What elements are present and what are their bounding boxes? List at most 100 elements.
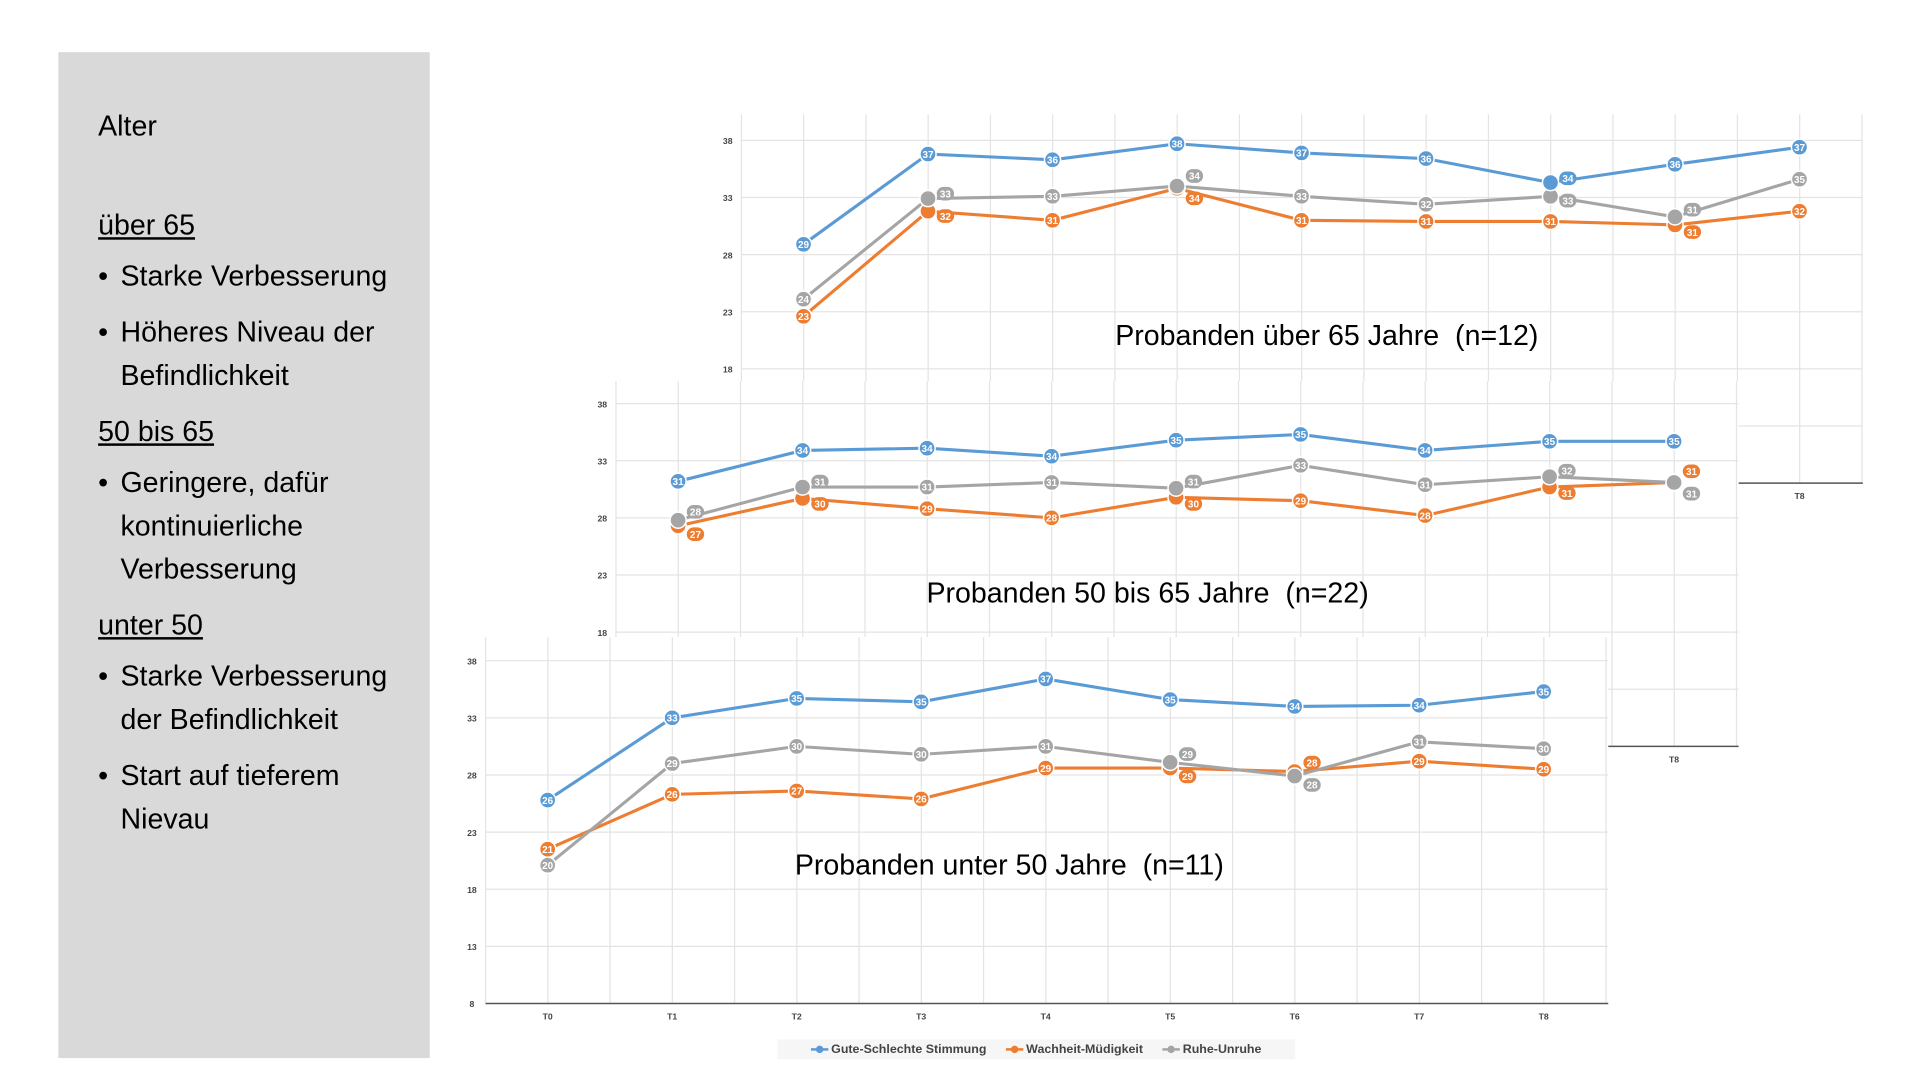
data-label: 31: [814, 477, 826, 488]
chart-under-50: 8 13 18 23 28 33 38 T0 T1 T2 T3 T4 T5 T6 T7 T8 21 26 27 26 2…: [453, 637, 1609, 1062]
data-label-badge: [1683, 202, 1702, 217]
data-label: 34: [1420, 446, 1432, 457]
data-point: [1167, 431, 1185, 449]
legend-item-mood: Gute-Schlechte Stimmung: [811, 1042, 987, 1057]
data-label: 30: [916, 750, 928, 761]
data-label: 31: [673, 477, 685, 488]
data-label-badge: [1185, 191, 1204, 206]
data-point: [1534, 682, 1553, 701]
data-point: [918, 499, 936, 518]
data-label: 28: [1420, 511, 1432, 522]
legend-label: Ruhe-Unruhe: [1182, 1042, 1262, 1057]
y-tick-label: 28: [723, 250, 733, 260]
data-label: 29: [1414, 757, 1426, 768]
data-point: [1541, 173, 1560, 192]
data-label: 31: [1561, 489, 1573, 500]
group-heading-over-65: über 65: [98, 208, 195, 241]
data-point: [912, 790, 930, 808]
y-tick-label: 23: [597, 571, 607, 581]
x-tick-label: T8: [1539, 1012, 1549, 1022]
data-label: 26: [542, 796, 554, 807]
data-point: [663, 709, 681, 727]
data-label: 33: [1047, 192, 1059, 203]
x-tick-label: T6: [1290, 1012, 1300, 1022]
data-label-badge: [1683, 225, 1702, 239]
data-label: 35: [1794, 175, 1806, 186]
y-tick-label: 8: [470, 999, 475, 1009]
data-label: 31: [1420, 217, 1432, 228]
data-point: [1665, 473, 1683, 492]
data-point: [1790, 202, 1809, 220]
x-tick-label: T7: [1414, 1012, 1424, 1022]
data-label: 34: [922, 444, 934, 455]
data-point: [1534, 760, 1553, 779]
data-point: [1168, 177, 1186, 195]
data-point: [794, 307, 813, 326]
data-point: [918, 439, 936, 457]
data-point: [1042, 473, 1061, 492]
bullet-item: Starke Verbesserung der Befindlichkeit: [98, 654, 420, 741]
data-label: 31: [1686, 489, 1698, 500]
data-label: 34: [1189, 172, 1201, 183]
data-point: [794, 235, 813, 254]
data-label: 37: [1296, 149, 1308, 160]
data-label: 35: [1538, 687, 1550, 698]
y-tick-label: 38: [597, 399, 607, 409]
y-tick-label: 33: [467, 714, 477, 724]
y-tick-label: 28: [597, 514, 607, 524]
data-label-badge: [1178, 769, 1197, 784]
data-label: 33: [940, 189, 952, 200]
chart-title: Probanden unter 50 Jahre (n=11): [794, 848, 1224, 881]
data-point: [669, 511, 687, 529]
chart-title: Probanden 50 bis 65 Jahre (n=22): [926, 576, 1369, 609]
data-point: [1417, 195, 1435, 214]
data-point: [1790, 138, 1809, 157]
data-label: 34: [1414, 701, 1426, 712]
data-label: 38: [1171, 139, 1183, 150]
data-label: 29: [1295, 496, 1307, 507]
data-label: 29: [1538, 765, 1550, 776]
y-tick-label: 38: [467, 656, 477, 666]
data-label: 32: [940, 212, 952, 223]
data-label-badge: [1303, 778, 1321, 792]
data-label: 31: [1188, 477, 1200, 488]
legend-line-marker-icon: [811, 1045, 829, 1054]
legend-label: Gute-Schlechte Stimmung: [831, 1042, 987, 1057]
data-label-badge: [936, 186, 955, 201]
y-tick-label: 18: [597, 628, 607, 638]
data-point: [794, 290, 813, 308]
data-point: [1291, 425, 1310, 444]
data-point: [1540, 467, 1559, 486]
data-point: [1410, 732, 1428, 751]
data-label: 31: [922, 483, 934, 494]
data-point: [1292, 144, 1311, 162]
data-label: 33: [667, 714, 679, 725]
legend-label: Wachheit-Müdigkeit: [1026, 1042, 1144, 1057]
data-label-badge: [811, 474, 829, 489]
data-label: 34: [1289, 702, 1301, 713]
y-tick-label: 38: [723, 136, 733, 146]
x-tick-label: T2: [792, 1012, 802, 1022]
data-label: 31: [1040, 742, 1052, 753]
data-label: 33: [1562, 196, 1574, 207]
data-label: 28: [1307, 758, 1319, 769]
data-label: 37: [1040, 675, 1052, 686]
data-point: [1043, 211, 1062, 230]
data-point: [1417, 149, 1435, 168]
data-label: 35: [1171, 436, 1183, 447]
data-label: 31: [1545, 217, 1557, 228]
data-point: [787, 737, 806, 756]
data-point: [919, 145, 937, 163]
data-label: 31: [1296, 216, 1308, 227]
data-point: [793, 478, 812, 496]
data-point: [1043, 187, 1062, 206]
data-label: 34: [1562, 174, 1574, 185]
data-point: [1042, 447, 1061, 465]
data-label: 24: [798, 295, 810, 306]
data-point: [669, 472, 687, 491]
bullet-item: Höheres Niveau der Befindlichkeit: [98, 310, 420, 397]
data-point: [1790, 170, 1809, 188]
data-point: [1161, 690, 1179, 709]
summary-panel: Alter über 65 Starke Verbesserung Höhere…: [58, 52, 430, 1059]
data-label-badge: [686, 527, 705, 542]
